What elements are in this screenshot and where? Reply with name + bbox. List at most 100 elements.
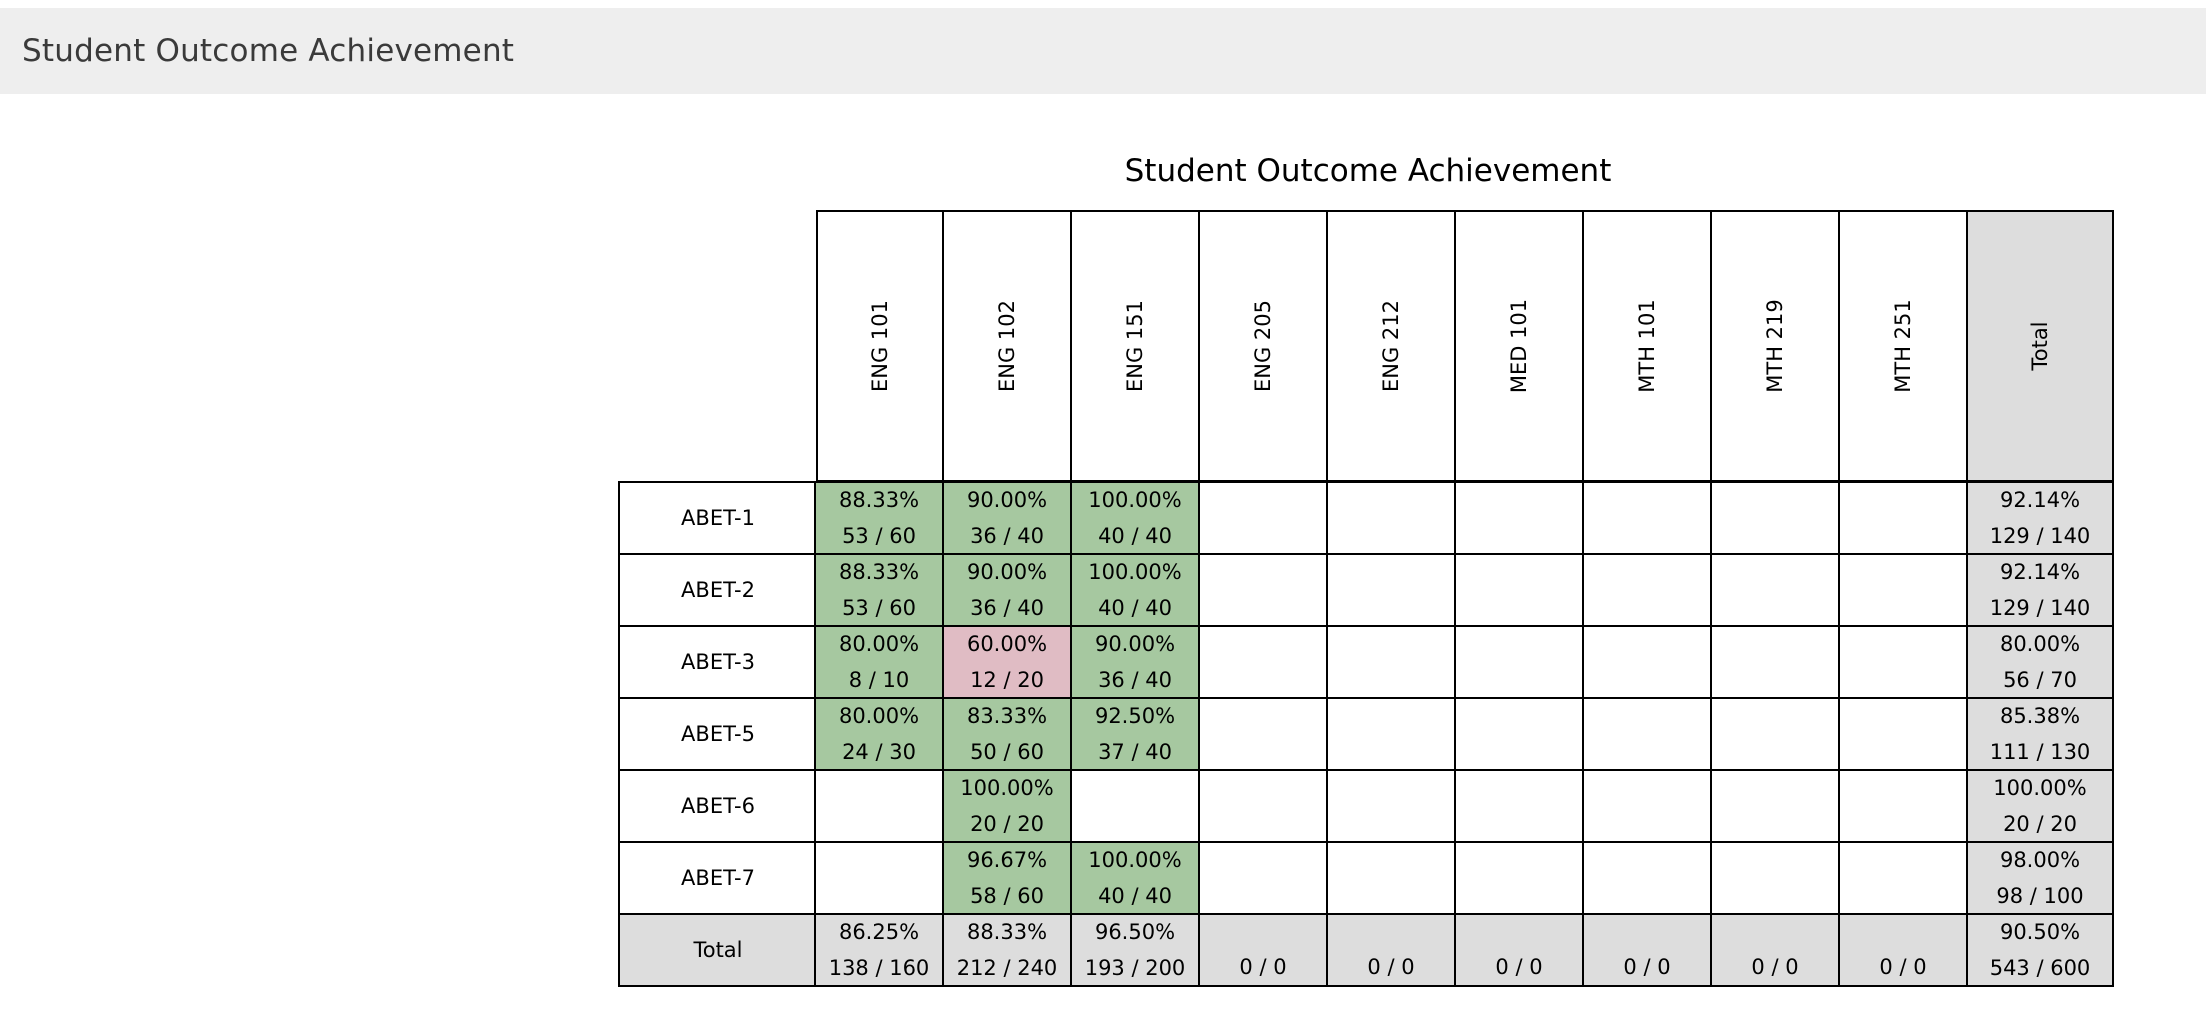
table-cell xyxy=(1454,625,1584,699)
table-cell: 88.33% 53 / 60 xyxy=(814,553,944,627)
column-header-label: ENG 151 xyxy=(1123,299,1147,393)
cell-percentage: 100.00% xyxy=(1993,776,2087,800)
table-cell: 0 / 0 xyxy=(1838,913,1968,987)
cell-fraction: 0 / 0 xyxy=(1623,955,1671,979)
cell-fraction: 40 / 40 xyxy=(1098,884,1172,908)
cell-fraction: 40 / 40 xyxy=(1098,596,1172,620)
table-cell xyxy=(1326,553,1456,627)
table-cell xyxy=(1326,841,1456,915)
table-cell: 86.25% 138 / 160 xyxy=(814,913,944,987)
table-cell xyxy=(1454,769,1584,843)
cell-fraction: 24 / 30 xyxy=(842,740,916,764)
cell-percentage: 90.00% xyxy=(966,560,1048,584)
cell-fraction: 53 / 60 xyxy=(842,524,916,548)
cell-percentage: 80.00% xyxy=(1999,632,2081,656)
column-header-med-101: MED 101 xyxy=(1454,210,1584,482)
cell-fraction: 0 / 0 xyxy=(1751,955,1799,979)
row-header-abet-5: ABET-5 xyxy=(618,697,818,771)
cell-fraction: 50 / 60 xyxy=(970,740,1044,764)
table-cell xyxy=(1198,481,1328,555)
cell-fraction: 129 / 140 xyxy=(1989,596,2091,620)
table-cell xyxy=(1838,841,1968,915)
column-header-label: ENG 101 xyxy=(868,299,892,393)
cell-percentage: 88.33% xyxy=(966,920,1048,944)
row-header-abet-1: ABET-1 xyxy=(618,481,818,555)
page-title: Student Outcome Achievement xyxy=(22,33,515,69)
column-header-label: ENG 205 xyxy=(1251,299,1275,393)
column-header-mth-101: MTH 101 xyxy=(1582,210,1712,482)
column-header-mth-219: MTH 219 xyxy=(1710,210,1840,482)
column-header-label: MTH 101 xyxy=(1635,299,1659,393)
cell-fraction: 0 / 0 xyxy=(1239,955,1287,979)
cell-fraction: 0 / 0 xyxy=(1879,955,1927,979)
table-cell xyxy=(1326,769,1456,843)
table-cell xyxy=(1326,481,1456,555)
table-cell xyxy=(1582,625,1712,699)
table-cell: 83.33% 50 / 60 xyxy=(942,697,1072,771)
table-cell: 60.00% 12 / 20 xyxy=(942,625,1072,699)
row-header-total: Total xyxy=(618,913,818,987)
cell-percentage: 98.00% xyxy=(1999,848,2081,872)
table-cell xyxy=(1710,841,1840,915)
table-cell xyxy=(1710,553,1840,627)
cell-fraction: 36 / 40 xyxy=(970,596,1044,620)
table-cell: 96.67% 58 / 60 xyxy=(942,841,1072,915)
table-cell: 92.50% 37 / 40 xyxy=(1070,697,1200,771)
table-cell xyxy=(1838,553,1968,627)
page-header: Student Outcome Achievement xyxy=(0,8,2206,94)
cell-percentage: 100.00% xyxy=(1088,848,1182,872)
cell-percentage: 88.33% xyxy=(838,560,920,584)
column-header-label: MTH 251 xyxy=(1891,299,1915,393)
cell-percentage: 90.50% xyxy=(1999,920,2081,944)
cell-fraction: 36 / 40 xyxy=(970,524,1044,548)
column-header-eng-205: ENG 205 xyxy=(1198,210,1328,482)
table-cell xyxy=(1198,697,1328,771)
cell-percentage: 83.33% xyxy=(966,704,1048,728)
table-cell: 0 / 0 xyxy=(1326,913,1456,987)
table-cell: 0 / 0 xyxy=(1582,913,1712,987)
column-header-label: ENG 212 xyxy=(1379,299,1403,393)
table-cell: 96.50% 193 / 200 xyxy=(1070,913,1200,987)
row-header-abet-7: ABET-7 xyxy=(618,841,818,915)
cell-percentage: 100.00% xyxy=(960,776,1054,800)
table-cell xyxy=(1710,481,1840,555)
cell-fraction: 53 / 60 xyxy=(842,596,916,620)
cell-percentage: 92.50% xyxy=(1094,704,1176,728)
column-header-eng-212: ENG 212 xyxy=(1326,210,1456,482)
cell-percentage: 100.00% xyxy=(1088,488,1182,512)
cell-fraction: 0 / 0 xyxy=(1495,955,1543,979)
column-header-eng-101: ENG 101 xyxy=(816,210,944,482)
table-cell xyxy=(1582,481,1712,555)
cell-fraction: 8 / 10 xyxy=(848,668,910,692)
table-cell: 100.00% 40 / 40 xyxy=(1070,481,1200,555)
table-cell: 88.33% 212 / 240 xyxy=(942,913,1072,987)
cell-percentage: 86.25% xyxy=(838,920,920,944)
cell-percentage: 100.00% xyxy=(1088,560,1182,584)
table-cell xyxy=(814,841,944,915)
table-cell: 80.00% 56 / 70 xyxy=(1966,625,2114,699)
cell-percentage: 96.50% xyxy=(1094,920,1176,944)
cell-fraction: 98 / 100 xyxy=(1996,884,2084,908)
cell-percentage: 88.33% xyxy=(838,488,920,512)
row-header-abet-6: ABET-6 xyxy=(618,769,818,843)
table-cell: 90.00% 36 / 40 xyxy=(942,481,1072,555)
table-cell xyxy=(1198,553,1328,627)
table-cell xyxy=(1326,625,1456,699)
cell-fraction: 20 / 20 xyxy=(970,812,1044,836)
cell-fraction: 56 / 70 xyxy=(2003,668,2077,692)
table-cell xyxy=(1454,841,1584,915)
cell-fraction: 543 / 600 xyxy=(1989,956,2091,980)
table-cell xyxy=(1454,553,1584,627)
cell-fraction: 111 / 130 xyxy=(1989,740,2091,764)
table-cell xyxy=(814,769,944,843)
cell-fraction: 12 / 20 xyxy=(970,668,1044,692)
table-cell: 80.00% 24 / 30 xyxy=(814,697,944,771)
cell-fraction: 58 / 60 xyxy=(970,884,1044,908)
table-cell xyxy=(1454,697,1584,771)
column-header-total: Total xyxy=(1966,210,2114,482)
table-cell xyxy=(1582,553,1712,627)
table-cell xyxy=(1198,769,1328,843)
table-cell: 90.00% 36 / 40 xyxy=(1070,625,1200,699)
table-cell: 88.33% 53 / 60 xyxy=(814,481,944,555)
cell-fraction: 212 / 240 xyxy=(956,956,1058,980)
